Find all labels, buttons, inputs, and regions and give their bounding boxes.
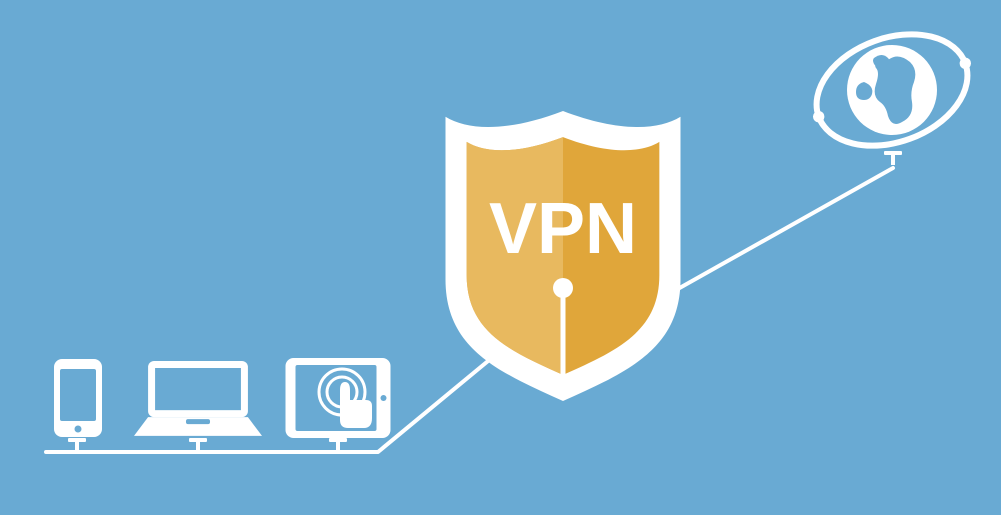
- tablet-icon: [286, 358, 391, 438]
- phone-icon: [54, 359, 102, 437]
- shield-dot: [553, 278, 573, 298]
- vpn-label: VPN: [489, 189, 637, 269]
- vpn-infographic: VPN: [0, 0, 1001, 515]
- laptop-icon: [134, 361, 262, 436]
